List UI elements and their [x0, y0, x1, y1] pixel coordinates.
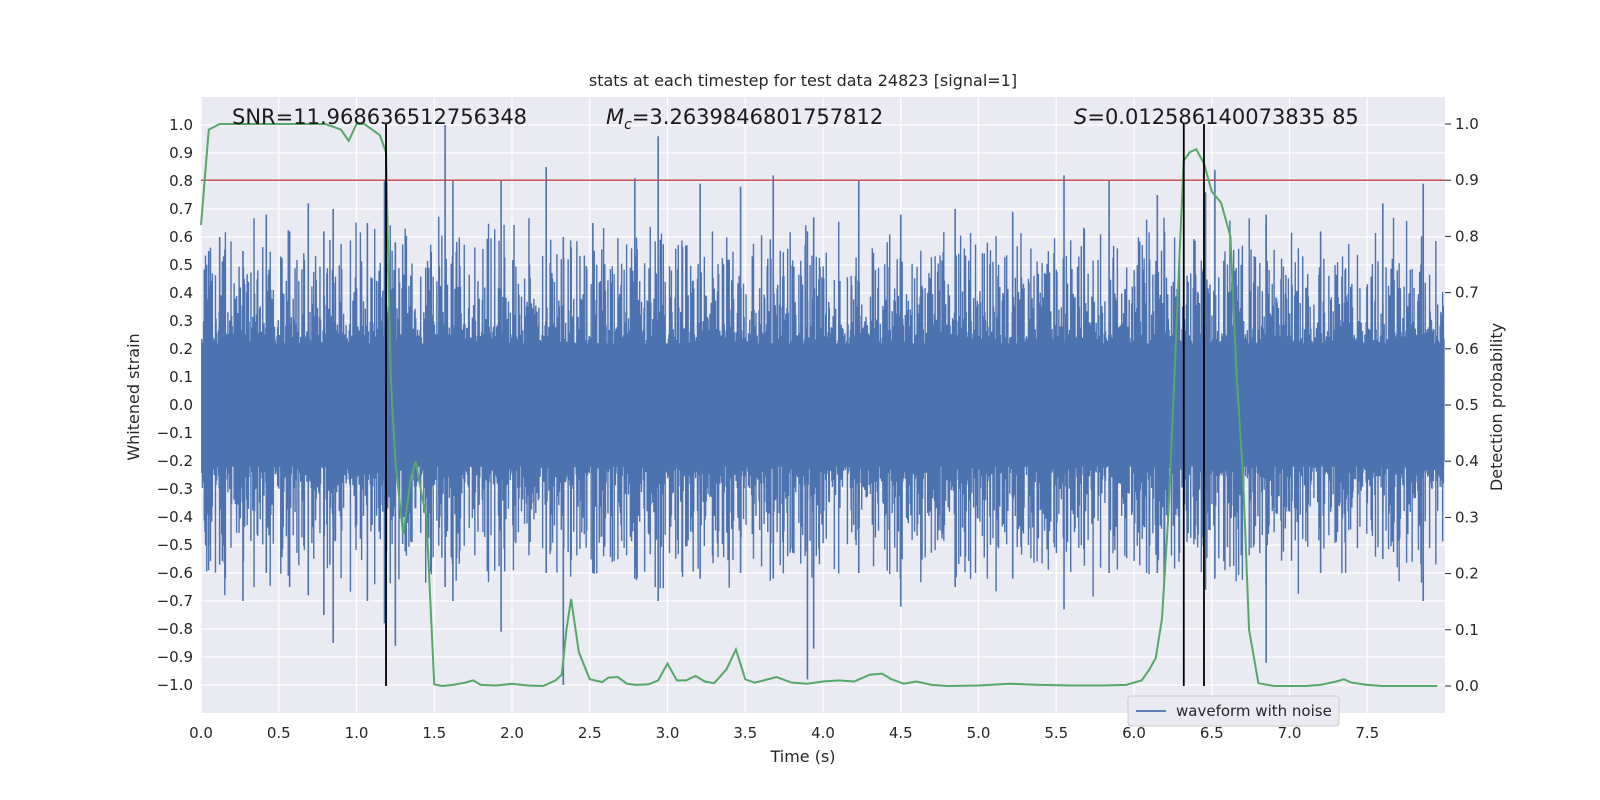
- x-tick-label: 0.5: [267, 724, 291, 742]
- legend-entry-waveform: waveform with noise: [1176, 702, 1332, 720]
- chirp-mass-subscript: c: [624, 117, 632, 133]
- x-tick-label: 2.0: [500, 724, 524, 742]
- x-tick-label: 1.0: [345, 724, 369, 742]
- detection-probability-series: [200, 123, 1438, 688]
- y-tick-label: 0.0: [169, 396, 193, 414]
- left-y-axis-ticks: 1.0 0.9 0.8 0.7 0.6 0.5 0.4 0.3 0.2 0.1 0.0 −0.1 −0.…: [157, 116, 193, 694]
- y2-tick-label: 0.9: [1455, 171, 1479, 189]
- y-tick-label: 0.8: [169, 172, 193, 190]
- y-tick-label: 0.7: [169, 200, 193, 218]
- y-tick-label: 1.0: [169, 116, 193, 134]
- s-symbol: S: [1074, 105, 1087, 129]
- x-tick-label: 0.0: [189, 724, 213, 742]
- right-y-axis-ticks: 1.0 0.9 0.8 0.7 0.6 0.5 0.4 0.3 0.2 0.1 0.0: [1445, 115, 1479, 695]
- y2-tick-label: 0.3: [1455, 508, 1479, 526]
- vertical-marker-lines: [385, 124, 1205, 686]
- x-tick-label: 4.5: [889, 724, 913, 742]
- x-tick-label: 3.0: [656, 724, 680, 742]
- detection-probability-line: [200, 123, 1438, 688]
- y-tick-label: 0.9: [169, 144, 193, 162]
- x-tick-label: 1.5: [422, 724, 446, 742]
- y-tick-label: −0.2: [157, 452, 193, 470]
- snr-annotation: SNR=11.968636512756348: [232, 105, 527, 129]
- y-tick-label: −0.7: [157, 592, 193, 610]
- x-tick-label: 7.5: [1355, 724, 1379, 742]
- x-tick-label: 6.5: [1200, 724, 1224, 742]
- s-annotation: S=0.012586140073835 85: [1074, 105, 1359, 129]
- y-tick-label: −1.0: [157, 676, 193, 694]
- chirp-mass-value: =3.2639846801757812: [632, 105, 883, 129]
- x-tick-label: 4.0: [811, 724, 835, 742]
- x-tick-label: 5.5: [1044, 724, 1068, 742]
- y-tick-label: −0.6: [157, 564, 193, 582]
- x-tick-label: 3.5: [733, 724, 757, 742]
- y-tick-label: 0.1: [169, 368, 193, 386]
- waveform-core-band: [201, 343, 1445, 467]
- y2-tick-label: 0.8: [1455, 227, 1479, 245]
- y-tick-label: 0.3: [169, 312, 193, 330]
- chirp-mass-symbol: M: [606, 105, 624, 129]
- x-tick-label: 5.0: [967, 724, 991, 742]
- y2-tick-label: 0.4: [1455, 452, 1479, 470]
- waveform-with-noise-series: [201, 125, 1445, 685]
- x-tick-label: 7.0: [1278, 724, 1302, 742]
- y2-tick-label: 0.1: [1455, 621, 1479, 639]
- y-tick-label: −0.4: [157, 508, 193, 526]
- y-tick-label: −0.3: [157, 480, 193, 498]
- s-value: =0.012586140073835 85: [1087, 105, 1358, 129]
- y-tick-label: −0.5: [157, 536, 193, 554]
- y2-tick-label: 0.5: [1455, 396, 1479, 414]
- y-tick-label: −0.9: [157, 648, 193, 666]
- y-axis-label: Whitened strain: [124, 333, 143, 460]
- y2-tick-label: 0.2: [1455, 565, 1479, 583]
- y-tick-label: −0.1: [157, 424, 193, 442]
- y2-tick-label: 0.6: [1455, 340, 1479, 358]
- chirp-mass-annotation: Mc=3.2639846801757812: [606, 105, 883, 133]
- y2-tick-label: 1.0: [1455, 115, 1479, 133]
- x-axis-label: Time (s): [769, 747, 835, 766]
- legend: waveform with noise: [1127, 695, 1340, 727]
- y2-tick-label: 0.0: [1455, 677, 1479, 695]
- chart-title: stats at each timestep for test data 248…: [589, 71, 1017, 90]
- y-tick-label: 0.5: [169, 256, 193, 274]
- legend-box: [1127, 695, 1340, 727]
- y2-tick-label: 0.7: [1455, 284, 1479, 302]
- y-tick-label: 0.2: [169, 340, 193, 358]
- y-tick-label: 0.4: [169, 284, 193, 302]
- x-tick-label: 2.5: [578, 724, 602, 742]
- y-tick-label: 0.6: [169, 228, 193, 246]
- y-tick-label: −0.8: [157, 620, 193, 638]
- x-axis-ticks: 0.0 0.5 1.0 1.5 2.0 2.5 3.0 3.5 4.0 4.5 5.0 5.5 6.0 6…: [189, 724, 1379, 742]
- y2-axis-label: Detection probability: [1487, 323, 1506, 491]
- x-tick-label: 6.0: [1122, 724, 1146, 742]
